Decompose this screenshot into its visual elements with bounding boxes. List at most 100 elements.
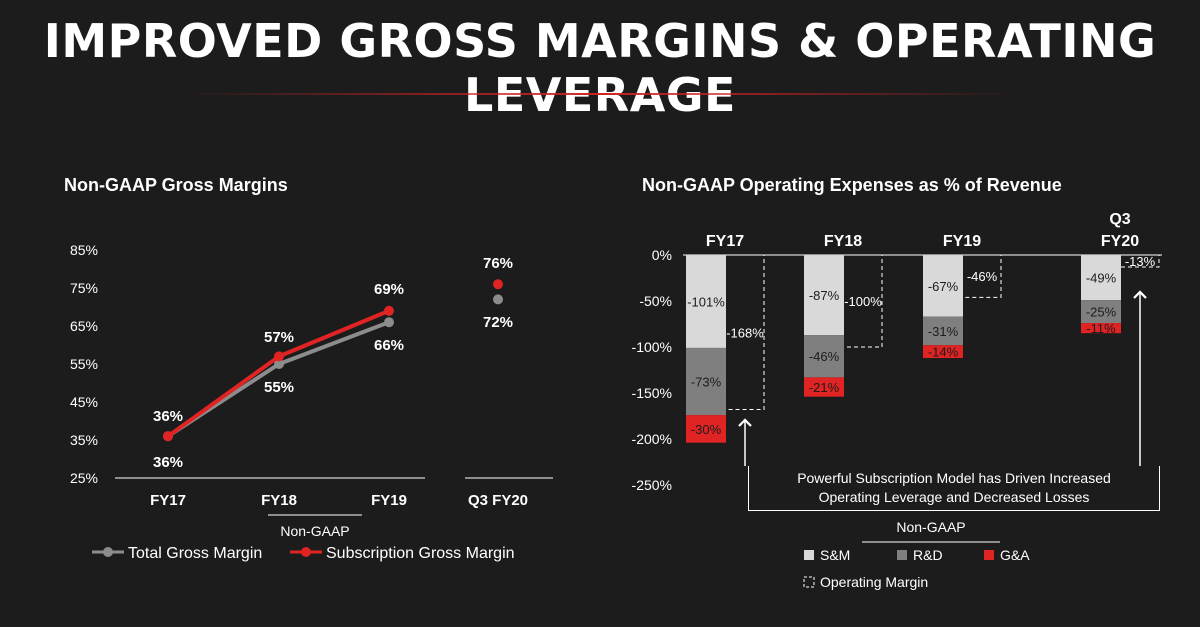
right-ytick-label: -100% [632, 339, 672, 355]
bar-sm [1081, 255, 1121, 301]
bar-sm [804, 255, 844, 336]
bar-operating-margin-label: -46% [967, 269, 998, 284]
category-label-fy19: FY19 [943, 233, 981, 250]
right-categories: FY17 FY18 FY19 Q3 FY20 [706, 211, 1139, 250]
point-total [384, 317, 394, 328]
right-y-axis: 0% -50% -100% -150% -200% -250% [632, 247, 672, 493]
right-chart-title: Non-GAAP Operating Expenses as % of Reve… [642, 175, 1062, 195]
data-label-total: 36% [153, 454, 183, 471]
annotation-box: Powerful Subscription Model has Driven I… [748, 466, 1160, 511]
point-total [493, 294, 503, 305]
annotation-line-1: Powerful Subscription Model has Driven I… [797, 470, 1111, 486]
bar-rd [686, 347, 726, 416]
legend-ga-swatch [984, 550, 994, 560]
opex-bars: -101%-73%-30%-168%-87%-46%-21%-100%-67%-… [686, 254, 1160, 443]
bar-sm [686, 255, 726, 348]
left-legend: Total Gross Margin Subscription Gross Ma… [92, 545, 515, 562]
opex-chart: Non-GAAP Operating Expenses as % of Reve… [632, 175, 1162, 590]
left-xtick-label: FY19 [371, 492, 407, 509]
bar-operating-margin [844, 254, 883, 348]
left-ytick-label: 25% [70, 470, 98, 486]
point-subscription [384, 305, 394, 316]
gross-margin-chart: Non-GAAP Gross Margins 85% 75% 65% 55% 45% 35… [64, 175, 553, 562]
legend-sm-swatch [804, 550, 814, 560]
data-label-subscription: 36% [153, 408, 183, 425]
left-ytick-label: 65% [70, 318, 98, 334]
bar-ga [1081, 323, 1121, 334]
left-group-label: Non-GAAP [280, 523, 349, 539]
bar-operating-margin-label: -100% [844, 294, 882, 309]
left-ytick-label: 75% [70, 280, 98, 296]
left-xtick-label: Q3 FY20 [468, 492, 528, 509]
bar-sm [923, 255, 963, 317]
category-label-fy18: FY18 [824, 233, 862, 250]
left-ytick-label: 35% [70, 432, 98, 448]
point-subscription [274, 351, 284, 362]
legend-opmargin-label: Operating Margin [820, 574, 928, 590]
bar-rd [804, 335, 844, 378]
legend-rd-label: R&D [913, 547, 943, 563]
legend-subscription-label: Subscription Gross Margin [326, 545, 515, 562]
category-label-fy17: FY17 [706, 233, 744, 250]
point-subscription [493, 279, 503, 290]
bar-ga [686, 415, 726, 443]
bar-rd-label: -25% [1086, 305, 1117, 320]
bar-sm-label: -87% [809, 288, 840, 303]
bar-rd [1081, 300, 1121, 324]
left-ytick-label: 45% [70, 394, 98, 410]
left-xtick-label: FY18 [261, 492, 297, 509]
data-label-total: 66% [374, 337, 404, 354]
bar-ga-label: -21% [809, 380, 840, 395]
right-ytick-label: -150% [632, 385, 672, 401]
bar-rd [923, 316, 963, 346]
bar-ga [923, 345, 963, 359]
bar-ga-label: -14% [928, 345, 959, 360]
title-divider [180, 93, 1020, 95]
legend-subscription-marker [301, 547, 311, 557]
bar-rd-label: -73% [691, 375, 722, 390]
data-label-subscription: 76% [483, 255, 513, 272]
data-label-subscription: 69% [374, 281, 404, 298]
point-subscription [163, 431, 173, 442]
left-x-axis: FY17 FY18 FY19 Q3 FY20 [150, 492, 528, 509]
right-ytick-label: -250% [632, 477, 672, 493]
legend-opmargin-swatch [803, 576, 815, 588]
gross-margin-series: 36% 55% 66% 72% 36% 57% 69% 76% [153, 255, 513, 471]
legend-total-marker [103, 547, 113, 557]
left-y-axis: 85% 75% 65% 55% 45% 35% 25% [70, 242, 98, 486]
bar-operating-margin [963, 254, 1002, 298]
bar-operating-margin-label: -13% [1125, 254, 1156, 269]
bar-ga [804, 377, 844, 397]
data-label-subscription: 57% [264, 329, 294, 346]
left-xtick-label: FY17 [150, 492, 186, 509]
bar-operating-margin [726, 254, 765, 411]
legend-total-label: Total Gross Margin [128, 545, 262, 562]
legend-rd-swatch [897, 550, 907, 560]
right-legend: S&M R&D G&A Operating Margin [803, 547, 1030, 590]
right-ytick-label: 0% [652, 247, 672, 263]
left-ytick-label: 55% [70, 356, 98, 372]
legend-sm-label: S&M [820, 547, 850, 563]
bar-rd-label: -31% [928, 324, 959, 339]
left-chart-title: Non-GAAP Gross Margins [64, 175, 288, 195]
right-group-label: Non-GAAP [896, 519, 965, 535]
page-title: IMPROVED GROSS MARGINS & OPERATING LEVER… [43, 14, 1157, 122]
category-label-fy20: FY20 [1101, 233, 1139, 250]
bar-ga-label: -11% [1086, 321, 1116, 336]
bar-operating-margin-label: -168% [726, 325, 764, 340]
right-ytick-label: -200% [632, 431, 672, 447]
right-ytick-label: -50% [639, 293, 672, 309]
bar-ga-label: -30% [691, 422, 722, 437]
bar-rd-label: -46% [809, 349, 840, 364]
bar-sm-label: -49% [1086, 271, 1117, 286]
category-label-q3: Q3 [1109, 211, 1130, 228]
bar-operating-margin [1121, 254, 1160, 268]
annotation-line-2: Operating Leverage and Decreased Losses [818, 489, 1090, 505]
bar-sm-label: -101% [687, 294, 725, 309]
bar-sm-label: -67% [928, 279, 959, 294]
data-label-total: 55% [264, 379, 294, 396]
left-ytick-label: 85% [70, 242, 98, 258]
legend-ga-label: G&A [1000, 547, 1030, 563]
data-label-total: 72% [483, 314, 513, 331]
